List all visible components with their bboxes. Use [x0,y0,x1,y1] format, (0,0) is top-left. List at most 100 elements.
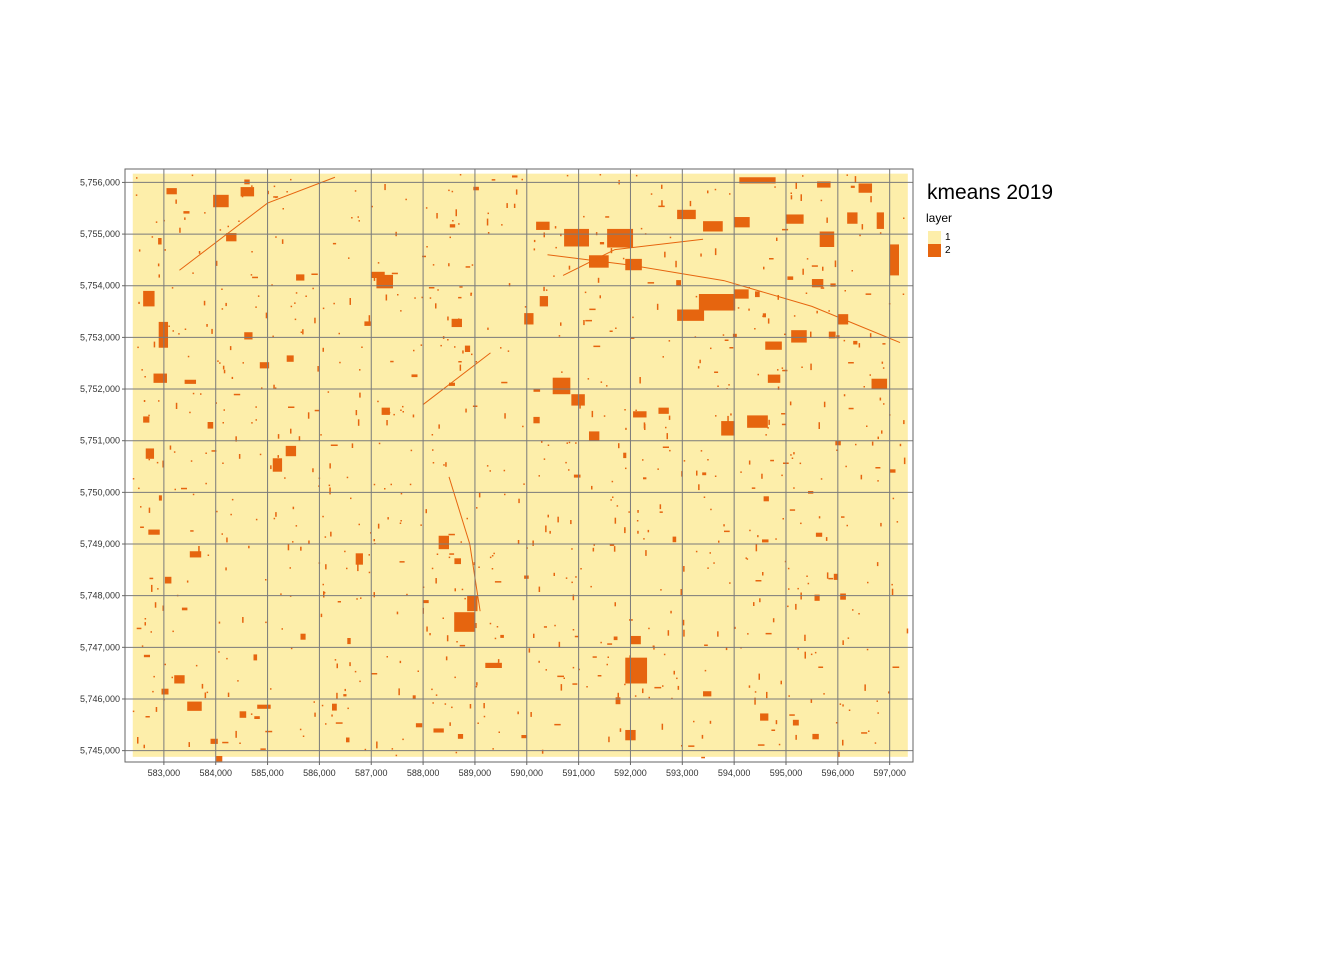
speckle [458,223,460,225]
speckle [153,675,155,678]
y-axis-ticks: 5,745,000 5,746,000 5,747,000 5,748,000 5,74… [80,177,125,756]
speckle [205,482,207,485]
speckle [729,582,731,584]
class-2-patch-37 [143,290,155,307]
speckle [575,442,577,444]
speckle [710,347,712,350]
speckle [295,525,298,527]
speckle [762,572,764,576]
speckle [431,688,433,691]
class-2-patch-30 [524,313,534,325]
speckle [438,424,440,429]
speckle [615,697,621,705]
speckle [696,470,698,476]
speckle [610,248,613,254]
speckle [148,414,150,417]
speckle [351,217,353,219]
speckle [892,497,895,500]
speckle [866,648,869,651]
speckle [714,475,717,477]
speckle [844,290,846,292]
speckle [703,496,706,498]
legend-swatch-1 [928,231,941,244]
speckle [219,229,222,231]
speckle [661,723,664,730]
speckle [409,483,412,486]
speckle [420,344,423,346]
speckle [650,193,653,195]
speckle [762,313,766,318]
speckle [475,685,478,688]
speckle [387,517,389,520]
speckle [325,723,327,725]
road-line-1 [547,254,901,344]
speckle [230,513,232,516]
speckle [637,510,639,513]
speckle [425,207,428,209]
speckle [599,242,605,245]
speckle [700,253,702,257]
speckle [825,537,828,541]
class-2-patch-18 [889,244,900,276]
speckle [789,401,792,406]
class-2-patch-66 [244,332,253,340]
speckle [358,559,360,562]
speckle [606,663,608,666]
speckle [632,673,634,681]
speckle [702,472,707,476]
speckle [149,577,154,580]
speckle [759,598,761,603]
speckle [507,350,510,352]
speckle [666,433,668,440]
speckle [239,711,247,718]
road-line-4 [562,238,704,276]
speckle [449,224,456,228]
speckle [608,736,610,743]
x-tick-label: 587,000 [355,768,388,778]
speckle [889,469,896,473]
class-2-patch-42 [148,529,160,535]
speckle [566,442,568,444]
speckle [866,425,868,427]
speckle [255,406,257,408]
speckle [859,234,861,237]
speckle [635,409,637,412]
speckle [533,239,536,243]
speckle [172,330,174,332]
class-2-patch-22 [767,374,781,383]
speckle [806,575,808,577]
speckle [591,410,594,418]
speckle [138,487,140,490]
class-2-patch-54 [485,662,502,668]
speckle [630,337,635,339]
speckle [545,289,548,291]
speckle [410,449,413,452]
speckle [435,578,437,584]
class-2-patch-41 [145,448,155,459]
speckle [300,331,303,333]
speckle [695,550,698,553]
speckle [766,691,768,699]
speckle [192,493,195,496]
speckle [338,332,340,335]
speckle [225,567,227,571]
speckle [749,529,751,532]
speckle [748,685,751,688]
speckle [833,573,838,580]
speckle [728,384,730,386]
speckle [593,544,595,546]
speckle [523,483,525,485]
y-tick-label: 5,746,000 [80,694,120,704]
speckle [877,436,879,440]
speckle [748,460,751,465]
speckle [583,320,585,326]
speckle [233,393,241,396]
speckle [568,265,571,270]
speckle [858,343,861,348]
speckle [492,748,494,750]
speckle [336,663,338,669]
class-1-area [132,173,908,757]
speckle [294,318,297,321]
speckle [289,567,291,569]
speckle [823,401,826,408]
